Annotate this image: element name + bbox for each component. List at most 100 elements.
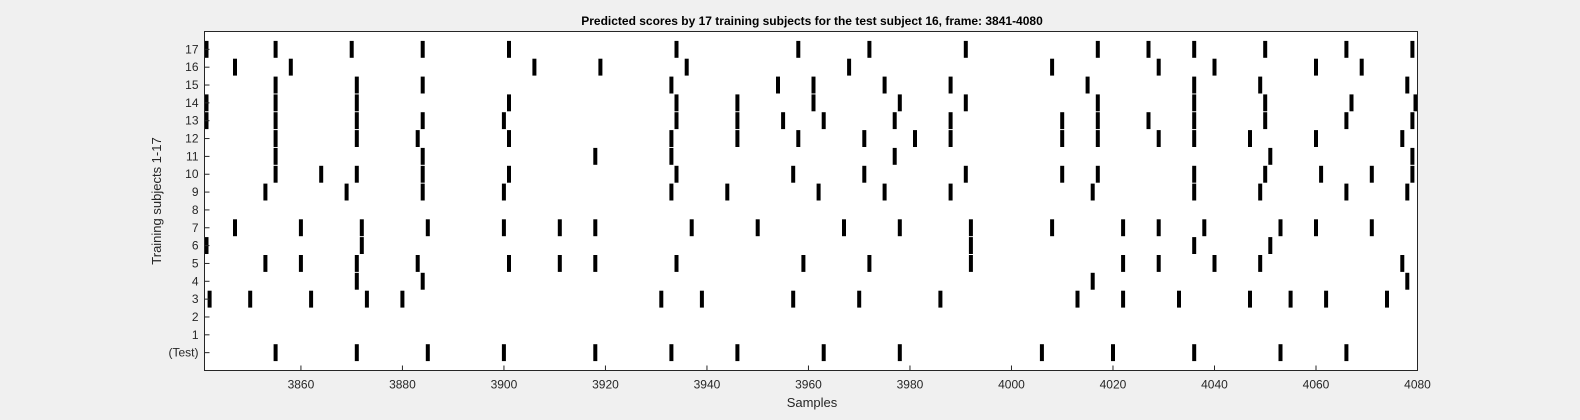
raster-mark-row-12-event-11 xyxy=(1095,130,1100,147)
y-tick-label-8: 8 xyxy=(192,203,199,217)
raster-mark-row-0-event-10 xyxy=(1111,344,1115,362)
raster-mark-row-9-event-0 xyxy=(263,183,268,201)
raster-mark-row-11-event-5 xyxy=(1268,147,1273,165)
raster-mark-row-14-event-12 xyxy=(1349,94,1354,112)
raster-mark-row-0-event-0 xyxy=(273,344,278,362)
raster-mark-row-12-event-13 xyxy=(1192,130,1197,147)
x-tick-label-1: 3880 xyxy=(389,378,416,392)
raster-mark-row-7-event-5 xyxy=(557,219,562,237)
raster-mark-row-12-event-7 xyxy=(862,130,867,147)
y-tick-label-2: 2 xyxy=(192,310,199,324)
raster-mark-row-12-event-15 xyxy=(1314,130,1318,147)
plot-frame xyxy=(204,31,1418,371)
raster-mark-row-16-event-2 xyxy=(532,58,537,76)
y-tick-label-14: 14 xyxy=(185,96,199,110)
raster-mark-row-16-event-8 xyxy=(1212,58,1217,76)
raster-mark-row-7-event-18 xyxy=(1369,219,1374,237)
raster-mark-row-12-event-16 xyxy=(1400,130,1405,147)
raster-mark-row-5-event-9 xyxy=(867,255,872,272)
raster-mark-row-13-event-11 xyxy=(1060,112,1065,130)
raster-mark-row-10-event-12 xyxy=(1263,165,1268,183)
raster-mark-row-16-event-9 xyxy=(1314,58,1318,76)
raster-mark-row-13-event-1 xyxy=(273,112,278,130)
y-tick-label-10: 10 xyxy=(185,167,199,181)
raster-mark-row-14-event-7 xyxy=(897,94,902,112)
raster-mark-row-0-event-12 xyxy=(1278,344,1283,362)
y-tick-label-17: 17 xyxy=(185,42,199,56)
raster-mark-row-5-event-4 xyxy=(507,255,511,272)
raster-mark-row-13-event-9 xyxy=(892,112,897,130)
raster-mark-row-7-event-16 xyxy=(1278,219,1283,237)
raster-mark-row-7-event-14 xyxy=(1156,219,1161,237)
raster-mark-row-10-event-6 xyxy=(791,165,796,183)
raster-mark-row-12-event-8 xyxy=(913,130,917,147)
raster-mark-row-7-event-4 xyxy=(501,219,506,237)
raster-mark-row-16-event-1 xyxy=(288,58,293,76)
raster-mark-row-14-event-2 xyxy=(354,94,359,112)
raster-mark-row-12-event-1 xyxy=(354,130,359,147)
raster-mark-row-3-event-8 xyxy=(857,290,862,308)
raster-mark-row-17-event-5 xyxy=(674,40,679,58)
raster-mark-row-3-event-13 xyxy=(1248,290,1252,308)
raster-mark-row-10-event-0 xyxy=(273,165,278,183)
raster-mark-row-10-event-15 xyxy=(1410,165,1415,183)
y-tick-label-9: 9 xyxy=(192,185,199,199)
raster-mark-row-15-event-10 xyxy=(1258,76,1263,94)
raster-mark-row-9-event-1 xyxy=(344,183,349,201)
raster-mark-row-7-event-6 xyxy=(593,219,598,237)
raster-mark-row-7-event-12 xyxy=(1050,219,1055,237)
raster-marks xyxy=(204,40,1418,362)
raster-mark-row-11-event-1 xyxy=(420,147,425,165)
raster-mark-row-13-event-4 xyxy=(501,112,506,130)
raster-mark-row-3-event-6 xyxy=(699,290,704,308)
raster-mark-row-7-event-2 xyxy=(359,219,364,237)
raster-mark-row-9-event-4 xyxy=(669,183,674,201)
y-tick-label-0: (Test) xyxy=(169,346,199,360)
raster-mark-row-10-event-4 xyxy=(507,165,511,183)
raster-mark-row-13-event-7 xyxy=(781,112,786,130)
raster-mark-row-3-event-1 xyxy=(248,290,253,308)
raster-mark-row-6-event-3 xyxy=(1192,237,1197,254)
raster-mark-row-10-event-10 xyxy=(1095,165,1100,183)
raster-mark-row-13-event-16 xyxy=(1344,112,1349,130)
raster-mark-row-17-event-1 xyxy=(273,40,278,58)
raster-mark-row-10-event-11 xyxy=(1192,165,1197,183)
raster-mark-row-15-event-9 xyxy=(1192,76,1197,94)
raster-mark-row-4-event-2 xyxy=(1090,272,1095,290)
raster-mark-row-14-event-9 xyxy=(1095,94,1100,112)
raster-mark-row-9-event-13 xyxy=(1405,183,1410,201)
raster-mark-row-3-event-14 xyxy=(1288,290,1293,308)
raster-mark-row-7-event-15 xyxy=(1202,219,1207,237)
x-tick-label-9: 4040 xyxy=(1201,378,1228,392)
raster-mark-row-13-event-14 xyxy=(1192,112,1197,130)
raster-mark-row-12-event-9 xyxy=(948,130,953,147)
x-tick-label-7: 4000 xyxy=(998,378,1025,392)
raster-mark-row-9-event-10 xyxy=(1192,183,1197,201)
raster-mark-row-10-event-8 xyxy=(963,165,968,183)
raster-mark-row-14-event-8 xyxy=(963,94,968,112)
raster-mark-row-7-event-13 xyxy=(1121,219,1126,237)
raster-mark-row-3-event-4 xyxy=(400,290,405,308)
chart-title: Predicted scores by 17 training subjects… xyxy=(581,14,1043,28)
raster-mark-row-0-event-6 xyxy=(735,344,740,362)
raster-mark-row-17-event-7 xyxy=(867,40,872,58)
x-tick-label-4: 3940 xyxy=(694,378,721,392)
raster-mark-row-9-event-6 xyxy=(816,183,821,201)
raster-mark-row-10-event-3 xyxy=(420,165,425,183)
raster-mark-row-0-event-3 xyxy=(501,344,506,362)
raster-mark-row-9-event-5 xyxy=(725,183,730,201)
raster-mark-row-13-event-15 xyxy=(1263,112,1268,130)
raster-mark-row-14-event-6 xyxy=(811,94,816,112)
raster-mark-row-4-event-1 xyxy=(420,272,425,290)
x-tick-label-2: 3900 xyxy=(491,378,518,392)
raster-mark-row-3-event-11 xyxy=(1121,290,1126,308)
raster-mark-row-16-event-5 xyxy=(847,58,852,76)
raster-mark-row-9-event-2 xyxy=(420,183,425,201)
raster-mark-row-13-event-6 xyxy=(735,112,740,130)
raster-mark-row-5-event-5 xyxy=(557,255,562,272)
y-tick-label-13: 13 xyxy=(185,114,199,128)
raster-mark-row-17-event-10 xyxy=(1146,40,1151,58)
raster-mark-row-11-event-3 xyxy=(669,147,674,165)
raster-mark-row-16-event-7 xyxy=(1156,58,1161,76)
